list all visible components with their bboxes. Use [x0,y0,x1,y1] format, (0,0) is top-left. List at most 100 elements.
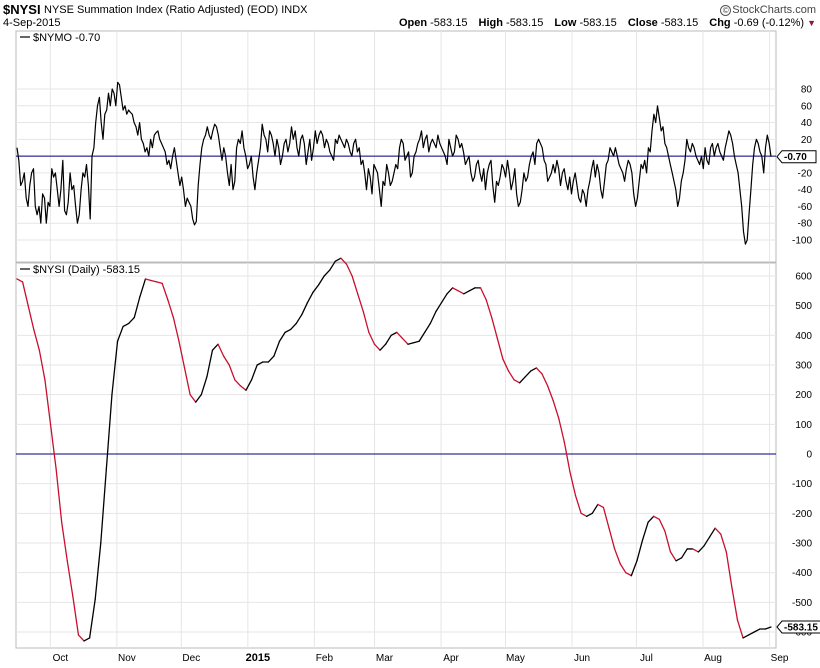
nysi-segment-down [351,275,359,295]
panel-label: $NYMO -0.70 [33,32,100,44]
nysi-segment-up [105,394,113,470]
close-value: -583.15 [660,17,699,29]
nysi-segment-down [451,287,459,292]
nysi-segment-down [720,533,727,553]
nysi-segment-up [440,293,448,304]
last-value-label: -583.15 [784,623,818,634]
nysi-segment-down [217,343,225,357]
last-value-marker [776,620,820,634]
nysi-segment-up [586,512,593,517]
y-tick-label: 100 [795,420,812,431]
nysi-segment-up [245,379,253,391]
nysi-segment-down [161,282,169,301]
panel-frame [15,30,777,263]
nysi-segment-down [55,468,63,523]
nysi-segment-up [301,302,309,316]
nysi-segment-down [150,279,158,283]
panel-label: $NYSI (Daily) -583.15 [33,264,140,276]
nysi-segment-up [708,527,716,538]
nysi-segment-up [429,310,437,325]
nysi-segment-up [334,257,342,262]
nysi-segment-up [753,628,761,633]
open-label: Open [398,17,428,29]
nysi-segment-down [546,385,554,402]
nysi-segment-up [250,364,258,381]
nysi-segment-up [407,342,415,345]
close-label: Close [627,17,658,29]
nysi-segment-down [714,527,722,535]
nysi-segment-down [345,263,353,277]
nysi-segment-down [373,343,381,351]
nysi-segment-down [16,278,24,283]
nysi-segment-down [61,521,68,562]
nysi-segment-up [200,376,208,396]
nysi-segment-down [692,548,700,553]
open-value: -583.15 [430,17,468,29]
nysi-segment-down [485,299,493,319]
y-tick-label: -20 [798,168,813,179]
nysi-segment-up [295,313,303,325]
nysi-segment-down [658,518,666,532]
nysi-segment-down [731,586,739,621]
y-tick-label: -80 [798,219,813,230]
nysi-segment-down [563,441,571,473]
nysi-segment-down [574,494,582,514]
nysi-segment-down [362,310,370,334]
nysi-segment-up [273,340,281,357]
y-tick-label: -100 [792,479,812,490]
x-tick-label: 2015 [246,652,270,664]
y-tick-label: 600 [795,272,812,283]
nysi-segment-down [340,257,348,265]
nysi-segment-up [742,634,750,639]
nysi-segment-down [502,358,510,372]
x-tick-label: Sep [771,653,789,664]
nysi-segment-down [72,595,80,636]
brand-link[interactable]: © StockCharts.com [720,4,816,16]
nysi-segment-down [27,305,35,331]
nysi-segment-down [580,512,588,517]
nysi-segment-up [323,269,331,277]
nysi-segment-up [133,296,141,319]
nysi-segment-up [267,355,275,363]
y-tick-label: 60 [801,101,813,112]
nysi-segment-up [83,637,91,642]
nysi-segment-down [49,423,57,470]
low-value: -583.15 [579,17,617,29]
x-tick-label: Nov [118,653,136,664]
nysi-segment-up [748,631,755,636]
nysi-segment-up [379,343,387,351]
nysi-panel: 600 500 400 300 200 100 0 -100 -200 -300 -400 -500 -… [15,257,820,649]
x-tick-label: May [506,653,525,664]
nysi-segment-up [128,316,135,325]
nysi-segment-up [630,560,638,577]
nysi-segment-up [680,548,688,559]
nysi-segment-down [597,503,605,509]
nysi-segment-up [278,331,286,342]
nysi-segment-down [357,293,364,313]
nysi-segment-down [239,385,247,391]
chart-description: NYSE Summation Index (Ratio Adjusted) (E… [44,4,308,16]
nysi-segment-down [569,471,577,497]
x-tick-label: Apr [443,653,459,664]
nysi-segment-down [608,527,616,550]
nysi-segment-down [167,299,175,319]
nysi-segment-up [312,284,320,293]
brand-name: StockCharts.com [732,4,816,16]
nysi-segment-up [530,367,538,372]
nysi-segment-up [675,557,683,562]
nysi-segment-down [33,328,40,351]
high-value: -583.15 [506,17,544,29]
y-tick-label: 40 [801,118,813,129]
nysi-segment-up [697,545,705,553]
nysi-segment-down [178,340,186,369]
chg-value: -0.69 (-0.12%) [733,17,805,29]
nysi-segment-up [390,331,398,336]
nysi-segment-down [21,281,29,307]
nysi-segment-up [290,322,297,331]
y-tick-label: -500 [792,598,812,609]
nysi-segment-down [155,281,163,285]
y-tick-label: 80 [801,85,813,96]
nysi-segment-up [100,468,108,544]
nysi-segment-up [446,287,454,295]
